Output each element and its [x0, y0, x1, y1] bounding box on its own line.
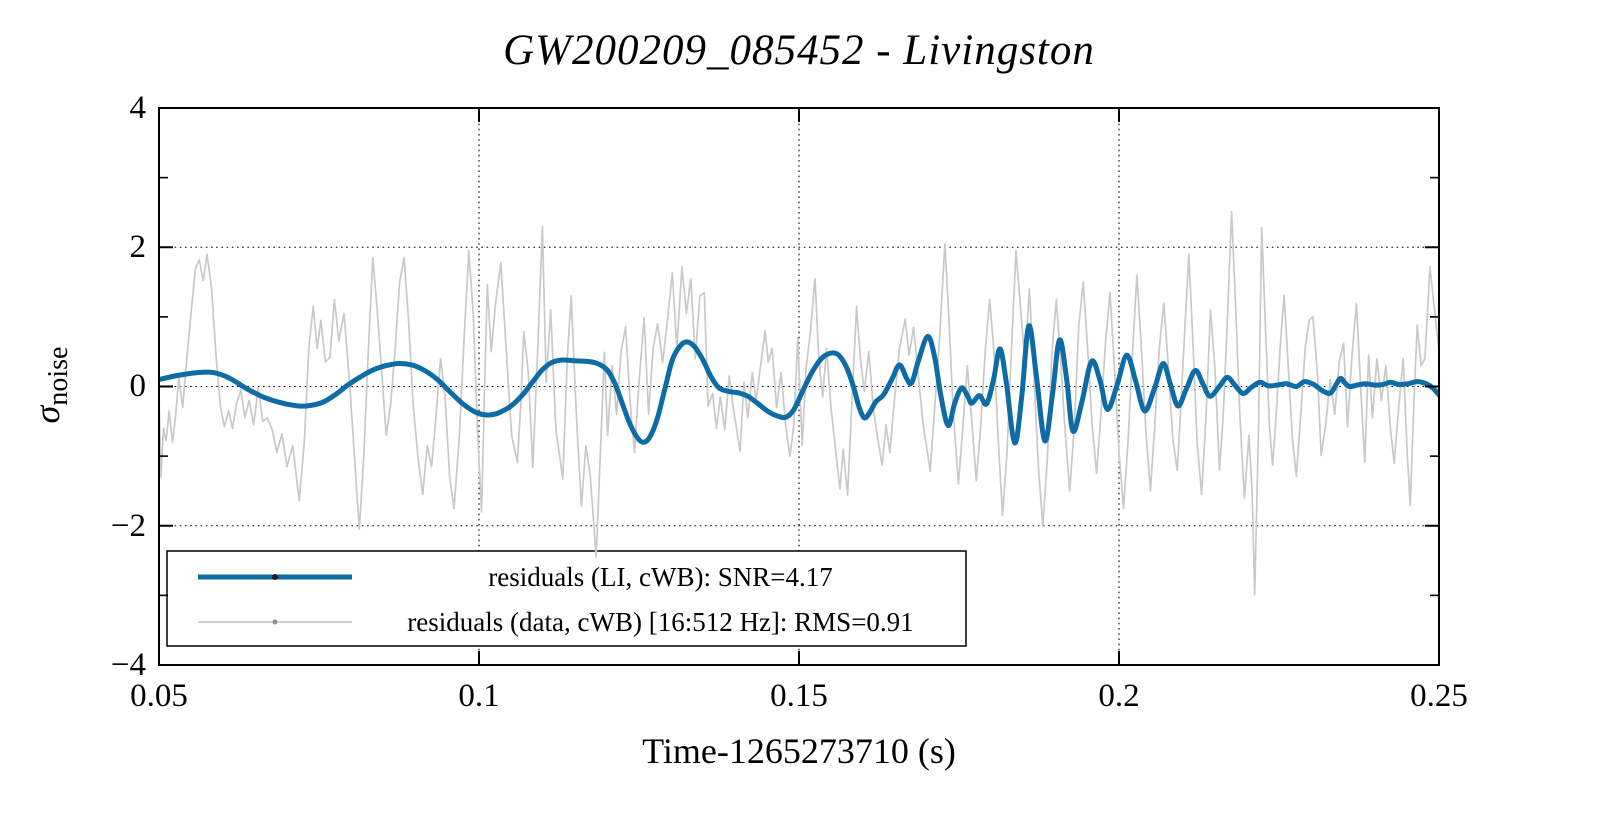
- x-tick-label-02: 0.2: [1098, 678, 1140, 714]
- chart-title: GW200209_085452 - Livingston: [503, 27, 1095, 74]
- y-tick-label-2: 2: [129, 229, 147, 265]
- x-tick-label-015: 0.15: [770, 678, 828, 714]
- sigma-subscript: noise: [43, 346, 74, 406]
- y-tick-label-m2: −2: [110, 508, 146, 544]
- x-axis-label: Time-1265273710 (s): [642, 731, 956, 771]
- legend-swatch-marker: [272, 574, 278, 580]
- sigma-symbol: σ: [27, 405, 67, 424]
- legend-box: [166, 550, 967, 647]
- y-tick-label-0: 0: [129, 368, 147, 404]
- y-tick-label-4: 4: [129, 90, 147, 126]
- y-axis-label: σnoise: [22, 285, 74, 485]
- series-li-residuals-line: [159, 323, 1439, 446]
- plot-border: [158, 107, 1440, 666]
- x-tick-label-01: 0.1: [458, 678, 500, 714]
- x-tick-label-005: 0.05: [130, 678, 188, 714]
- legend-entry-li-label: residuals (LI, cWB): SNR=4.17: [488, 562, 833, 592]
- series-data-residuals-line: [159, 210, 1439, 596]
- x-tick-label-025: 0.25: [1410, 678, 1468, 714]
- y-tick-label-m4: −4: [110, 647, 146, 683]
- legend-swatch-marker: [272, 619, 278, 625]
- legend-entry-data-label: residuals (data, cWB) [16:512 Hz]: RMS=0…: [407, 607, 914, 637]
